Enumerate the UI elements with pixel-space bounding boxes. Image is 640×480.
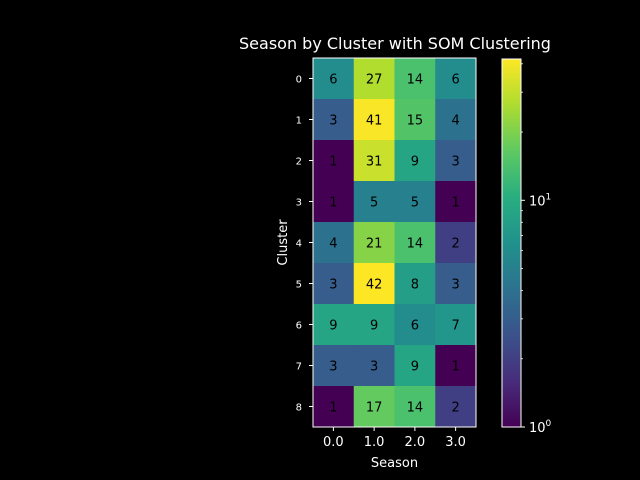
- heatmap-cell: [353, 58, 395, 100]
- x-axis-ticks: 0.0 1.0 2.0 3.0: [323, 427, 466, 450]
- heatmap-cell: [313, 304, 355, 346]
- heatmap-cells: [313, 58, 477, 428]
- heatmap-cell: [435, 345, 477, 387]
- heatmap-cell: [435, 386, 477, 428]
- cell-value-label: 21: [366, 237, 383, 252]
- heatmap-cell: [353, 263, 395, 305]
- cell-value-label: 3: [329, 360, 337, 375]
- cell-value-label: 41: [366, 114, 383, 129]
- heatmap-cell: [353, 140, 395, 182]
- heatmap-cell: [313, 58, 355, 100]
- y-tick-label: 4: [296, 239, 302, 250]
- cell-annotations: 6 27 14 63 41 15 41 31 9 31 5 5 14 21 14 23 42 8 39 9 6 73 3 9 1…: [329, 73, 460, 416]
- x-tick-label: 2.0: [405, 435, 426, 450]
- heatmap-cell: [435, 140, 477, 182]
- cell-value-label: 3: [329, 114, 337, 129]
- heatmap-cell: [394, 58, 436, 100]
- y-tick-label: 1: [296, 116, 302, 127]
- heatmap-cell: [313, 386, 355, 428]
- heatmap-cell: [394, 99, 436, 141]
- heatmap-cell: [353, 222, 395, 264]
- y-axis-label: Cluster: [276, 219, 291, 266]
- cell-value-label: 9: [411, 360, 419, 375]
- cell-value-label: 6: [329, 73, 337, 88]
- chart-title: Season by Cluster with SOM Clustering: [239, 34, 551, 53]
- y-tick-label: 2: [296, 157, 302, 168]
- cell-value-label: 15: [407, 114, 424, 129]
- y-tick-label: 0: [296, 75, 302, 86]
- y-tick-label: 8: [296, 403, 302, 414]
- y-tick-label: 3: [296, 198, 302, 209]
- heatmap-cell: [313, 140, 355, 182]
- cell-value-label: 4: [329, 237, 337, 252]
- y-tick-label: 6: [296, 321, 302, 332]
- y-axis-ticks: 0 1 2 3 4 5 6 7 8: [296, 75, 313, 414]
- x-tick-label: 0.0: [323, 435, 344, 450]
- heatmap-cell: [435, 181, 477, 223]
- heatmap-cell: [394, 345, 436, 387]
- cell-value-label: 6: [451, 73, 459, 88]
- cell-value-label: 14: [407, 237, 424, 252]
- cell-value-label: 17: [366, 401, 383, 416]
- heatmap-cell: [353, 345, 395, 387]
- x-axis-label: Season: [371, 456, 418, 471]
- cell-value-label: 31: [366, 155, 383, 170]
- y-tick-label: 7: [296, 362, 302, 373]
- cell-value-label: 14: [407, 401, 424, 416]
- cell-value-label: 3: [370, 360, 378, 375]
- cell-value-label: 27: [366, 73, 383, 88]
- heatmap-cell: [435, 99, 477, 141]
- cell-value-label: 1: [451, 360, 459, 375]
- heatmap-cell: [394, 386, 436, 428]
- cell-value-label: 9: [370, 319, 378, 334]
- x-tick-label: 3.0: [445, 435, 466, 450]
- cell-value-label: 9: [411, 155, 419, 170]
- cell-value-label: 1: [329, 196, 337, 211]
- heatmap-cell: [353, 304, 395, 346]
- heatmap-cell: [394, 263, 436, 305]
- cell-value-label: 5: [370, 196, 378, 211]
- heatmap-cell: [313, 263, 355, 305]
- heatmap-cell: [353, 99, 395, 141]
- cell-value-label: 4: [451, 114, 459, 129]
- heatmap-cell: [313, 222, 355, 264]
- cell-value-label: 1: [329, 155, 337, 170]
- heatmap-cell: [435, 222, 477, 264]
- heatmap-cell: [394, 304, 436, 346]
- cell-value-label: 2: [451, 237, 459, 252]
- heatmap-cell: [435, 263, 477, 305]
- cell-value-label: 8: [411, 278, 419, 293]
- heatmap-cell: [313, 99, 355, 141]
- cell-value-label: 42: [366, 278, 383, 293]
- heatmap-cell: [353, 181, 395, 223]
- heatmap-cell: [394, 181, 436, 223]
- heatmap-cell: [313, 181, 355, 223]
- heatmap-cell: [353, 386, 395, 428]
- cell-value-label: 5: [411, 196, 419, 211]
- y-tick-label: 5: [296, 280, 302, 291]
- cell-value-label: 2: [451, 401, 459, 416]
- cell-value-label: 3: [329, 278, 337, 293]
- heatmap-cell: [394, 222, 436, 264]
- cell-value-label: 3: [451, 155, 459, 170]
- x-tick-label: 1.0: [364, 435, 385, 450]
- heatmap-cell: [394, 140, 436, 182]
- cell-value-label: 1: [329, 401, 337, 416]
- cell-value-label: 14: [407, 73, 424, 88]
- heatmap-cell: [435, 304, 477, 346]
- heatmap-cell: [435, 58, 477, 100]
- cell-value-label: 7: [451, 319, 459, 334]
- colorbar: [501, 58, 522, 428]
- heatmap-cell: [313, 345, 355, 387]
- cell-value-label: 6: [411, 319, 419, 334]
- cell-value-label: 1: [451, 196, 459, 211]
- cell-value-label: 3: [451, 278, 459, 293]
- cell-value-label: 9: [329, 319, 337, 334]
